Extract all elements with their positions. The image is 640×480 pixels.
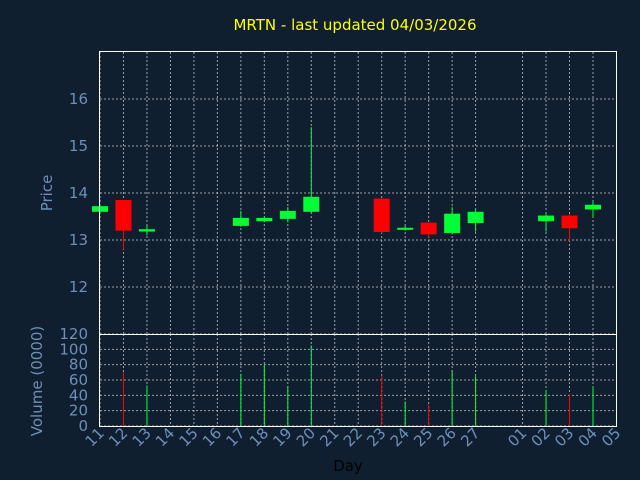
candle-body <box>397 227 414 230</box>
volume-plot-frame <box>99 334 617 427</box>
candle-body <box>561 215 578 229</box>
volume-y-tick-label: 0 <box>78 417 88 435</box>
candle-body <box>467 211 484 224</box>
candle-body <box>373 198 390 233</box>
candle-body <box>585 204 601 210</box>
candle-body <box>444 213 461 233</box>
price-y-tick-label: 12 <box>69 278 88 296</box>
candle <box>138 224 155 236</box>
volume-y-tick-label: 120 <box>59 325 88 343</box>
candle <box>561 214 578 241</box>
chart-title: MRTN - last updated 04/03/2026 <box>233 16 476 34</box>
candle <box>115 200 132 250</box>
candle-body <box>138 229 155 232</box>
volume-bars <box>122 345 594 426</box>
volume-y-tick-label: 80 <box>69 356 88 374</box>
candle-body <box>279 210 296 219</box>
candle <box>397 225 414 231</box>
candle <box>232 210 249 227</box>
candle <box>373 198 390 233</box>
volume-y-tick-label: 100 <box>59 340 88 358</box>
price-y-ticks: 12 13 14 15 16 <box>69 90 88 296</box>
price-y-tick-label: 16 <box>69 90 88 108</box>
volume-y-tick-label: 60 <box>69 371 88 389</box>
candle <box>467 209 484 232</box>
candle-body <box>303 196 320 212</box>
candle-body <box>256 217 273 222</box>
candle <box>256 216 273 223</box>
candle <box>279 207 296 223</box>
candle-body <box>420 222 437 235</box>
candle <box>444 207 461 235</box>
price-y-tick-label: 13 <box>69 231 88 249</box>
price-y-tick-label: 14 <box>69 184 88 202</box>
volume-axis-label: Volume (0000) <box>28 326 46 436</box>
candle <box>585 201 601 218</box>
price-axis-label: Price <box>38 175 56 212</box>
candle <box>538 214 555 232</box>
volume-y-tick-label: 20 <box>69 402 88 420</box>
candle-body <box>115 200 132 231</box>
candle <box>303 127 320 213</box>
price-y-tick-label: 15 <box>69 137 88 155</box>
volume-y-tick-label: 40 <box>69 386 88 404</box>
x-axis-label: Day <box>333 457 363 475</box>
price-panel: 12 13 14 15 16 Price <box>38 51 617 335</box>
candle <box>420 222 437 238</box>
candle-body <box>232 217 249 226</box>
candle-body <box>538 215 555 222</box>
